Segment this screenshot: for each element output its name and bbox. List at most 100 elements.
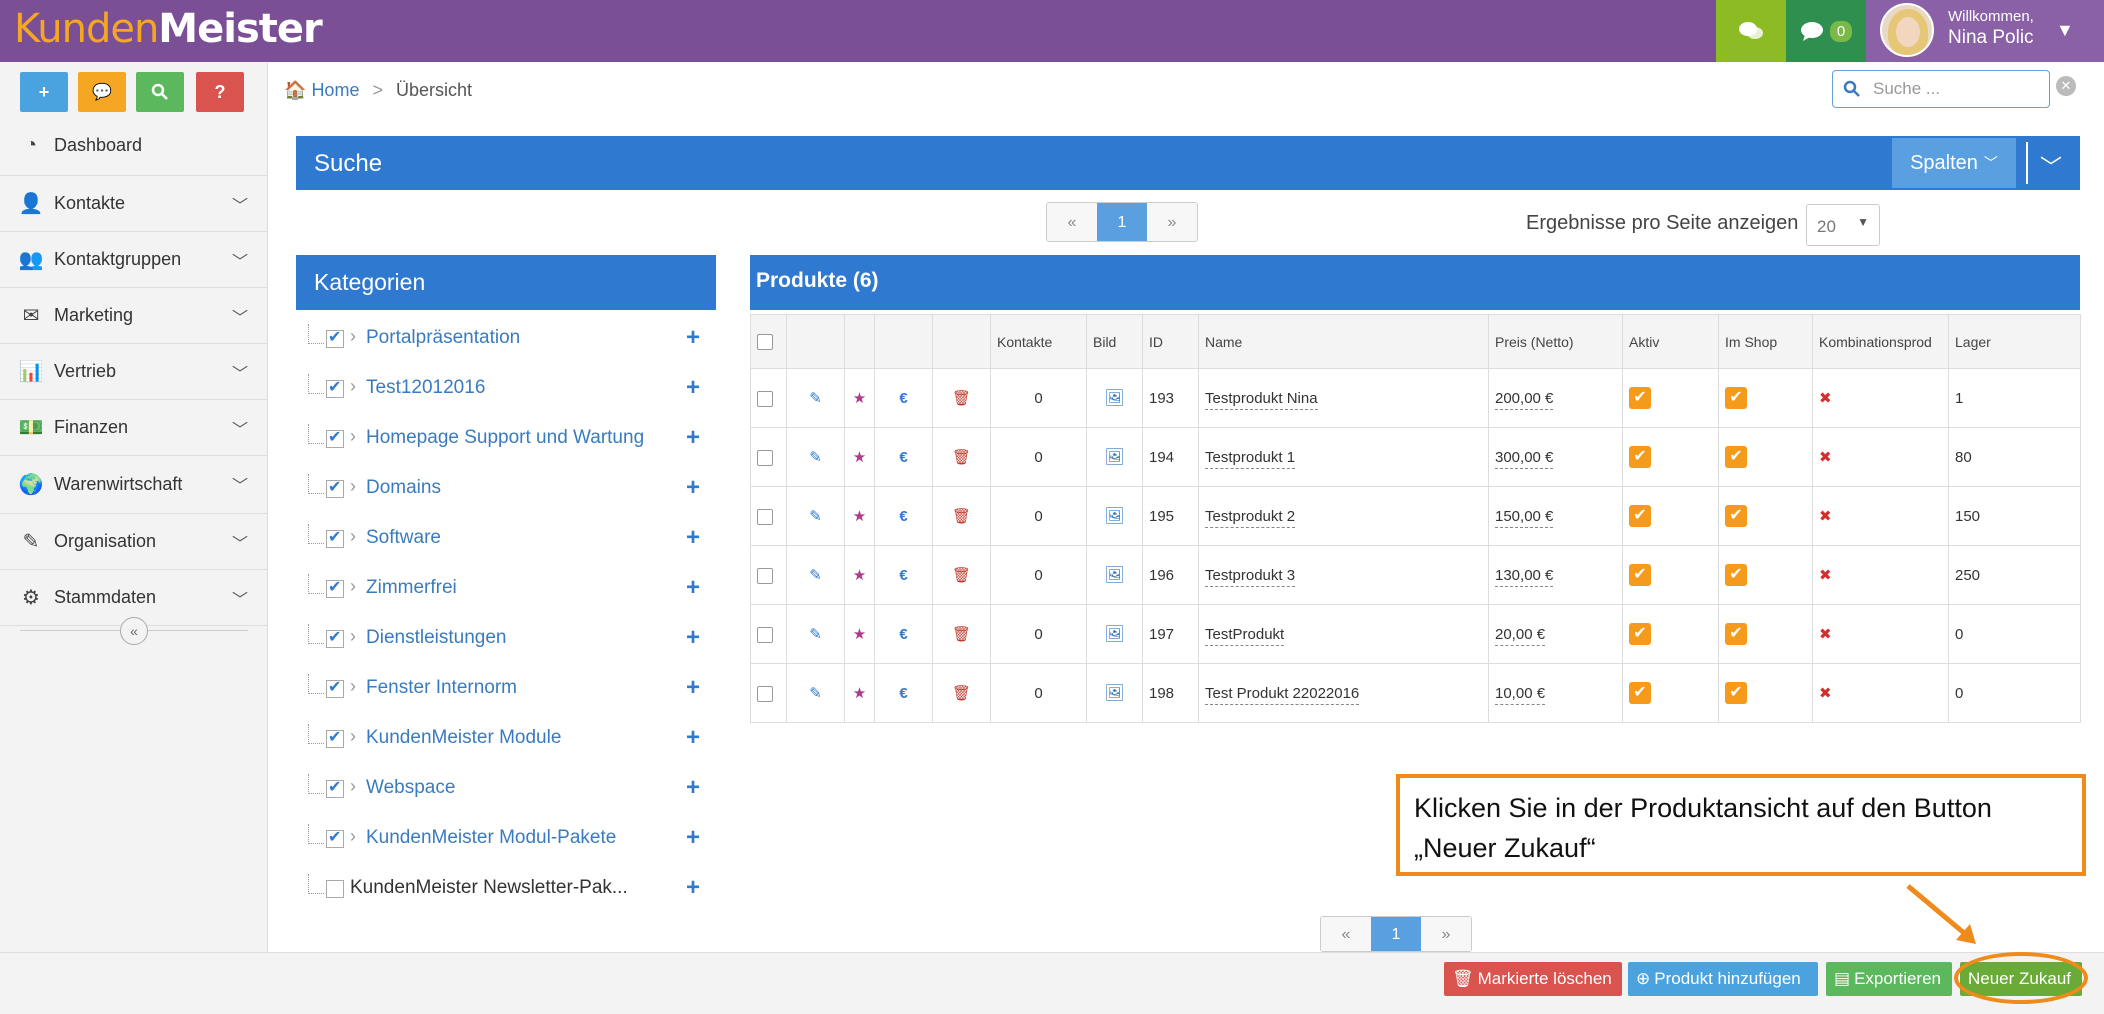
- table-row[interactable]: ✎ ★ € 🗑 0 🖼 197 TestProdukt 20,00 € ✔ ✔ ✖ 0: [750, 604, 2081, 664]
- pagination-prev[interactable]: «: [1047, 203, 1097, 241]
- add-subcategory-icon[interactable]: +: [686, 424, 701, 451]
- euro-icon[interactable]: €: [899, 625, 908, 643]
- euro-icon[interactable]: €: [899, 389, 908, 407]
- category-item[interactable]: › Fenster Internorm +: [300, 668, 714, 716]
- category-item[interactable]: › Test12012016 +: [300, 368, 714, 416]
- collapse-sidebar-button[interactable]: «: [120, 617, 148, 645]
- user-menu[interactable]: Willkommen, Nina Polic ▼: [1866, 0, 2104, 62]
- quick-search-button[interactable]: [136, 72, 184, 112]
- category-checkbox[interactable]: [326, 677, 344, 698]
- table-row[interactable]: ✎ ★ € 🗑 0 🖼 193 Testprodukt Nina 200,00 € ✔ ✔ ✖ 1: [750, 368, 2081, 428]
- column-header-name[interactable]: Name: [1198, 314, 1489, 369]
- check-icon[interactable]: ✔: [1629, 446, 1651, 468]
- column-header-id[interactable]: ID: [1142, 314, 1199, 369]
- quick-add-button[interactable]: +: [20, 72, 68, 112]
- category-checkbox[interactable]: [326, 427, 344, 448]
- euro-icon[interactable]: €: [899, 507, 908, 525]
- sidebar-item-kontakte[interactable]: 👤 Kontakte ﹀: [0, 176, 268, 232]
- row-checkbox[interactable]: [757, 390, 773, 407]
- sidebar-item-organisation[interactable]: ✎ Organisation ﹀: [0, 514, 268, 570]
- quick-chat-button[interactable]: 💬: [78, 72, 126, 112]
- euro-icon[interactable]: €: [899, 448, 908, 466]
- check-icon[interactable]: ✔: [1629, 623, 1651, 645]
- category-checkbox[interactable]: [326, 727, 344, 748]
- star-icon[interactable]: ★: [852, 567, 867, 584]
- category-label[interactable]: Webspace: [366, 777, 456, 798]
- add-subcategory-icon[interactable]: +: [686, 324, 701, 351]
- sidebar-item-finanzen[interactable]: 💵 Finanzen ﹀: [0, 400, 268, 456]
- category-checkbox[interactable]: [326, 827, 344, 848]
- sidebar-item-warenwirtschaft[interactable]: 🌍 Warenwirtschaft ﹀: [0, 456, 268, 514]
- category-label[interactable]: KundenMeister Modul-Pakete: [366, 827, 617, 848]
- export-button[interactable]: ▤ Exportieren: [1826, 962, 1952, 996]
- clear-search-button[interactable]: ✕: [2056, 76, 2076, 96]
- column-header-im-shop[interactable]: Im Shop: [1718, 314, 1813, 369]
- add-subcategory-icon[interactable]: +: [686, 674, 701, 701]
- product-price[interactable]: 130,00 €: [1495, 566, 1554, 587]
- category-label[interactable]: Fenster Internorm: [366, 677, 517, 698]
- add-subcategory-icon[interactable]: +: [686, 724, 701, 751]
- search-input[interactable]: Suche ...: [1832, 70, 2050, 108]
- pagination-page-1[interactable]: 1: [1097, 203, 1147, 241]
- quick-help-button[interactable]: ?: [196, 72, 244, 112]
- pencil-icon[interactable]: ✎: [809, 567, 822, 584]
- check-icon[interactable]: ✔: [1629, 387, 1651, 409]
- product-price[interactable]: 300,00 €: [1495, 448, 1554, 469]
- column-header-preis[interactable]: Preis (Netto): [1488, 314, 1623, 369]
- column-header-kontakte[interactable]: Kontakte: [990, 314, 1087, 369]
- pagination-page-1[interactable]: 1: [1371, 917, 1421, 951]
- image-icon[interactable]: 🖼: [1104, 390, 1125, 407]
- add-subcategory-icon[interactable]: +: [686, 474, 701, 501]
- expand-panel-button[interactable]: ﹀: [2040, 150, 2062, 182]
- product-price[interactable]: 150,00 €: [1495, 507, 1554, 528]
- category-item[interactable]: › KundenMeister Module +: [300, 718, 714, 766]
- pagination-next[interactable]: »: [1147, 203, 1197, 241]
- pencil-icon[interactable]: ✎: [809, 390, 822, 407]
- check-icon[interactable]: ✔: [1629, 682, 1651, 704]
- category-item[interactable]: › Webspace +: [300, 768, 714, 816]
- check-icon[interactable]: ✔: [1725, 564, 1747, 586]
- category-item[interactable]: › Software +: [300, 518, 714, 566]
- sidebar-item-kontaktgruppen[interactable]: 👥 Kontaktgruppen ﹀: [0, 232, 268, 288]
- category-item[interactable]: › Portalpräsentation +: [300, 318, 714, 366]
- category-checkbox[interactable]: [326, 527, 344, 548]
- category-label[interactable]: Software: [366, 527, 441, 548]
- trash-icon[interactable]: 🗑: [951, 508, 972, 525]
- column-header-kombinationsprod[interactable]: Kombinationsprod: [1812, 314, 1949, 369]
- star-icon[interactable]: ★: [852, 390, 867, 407]
- add-subcategory-icon[interactable]: +: [686, 824, 701, 851]
- row-checkbox[interactable]: [757, 449, 773, 466]
- chat-button[interactable]: [1716, 0, 1786, 62]
- category-checkbox[interactable]: [326, 577, 344, 598]
- category-label[interactable]: KundenMeister Newsletter-Pak...: [350, 877, 628, 898]
- sidebar-item-marketing[interactable]: ✉ Marketing ﹀: [0, 288, 268, 344]
- breadcrumb-home-link[interactable]: Home: [311, 80, 360, 100]
- category-checkbox[interactable]: [326, 327, 344, 348]
- check-icon[interactable]: ✔: [1725, 682, 1747, 704]
- pencil-icon[interactable]: ✎: [809, 685, 822, 702]
- row-checkbox[interactable]: [757, 626, 773, 643]
- row-checkbox[interactable]: [757, 508, 773, 525]
- image-icon[interactable]: 🖼: [1104, 508, 1125, 525]
- category-item[interactable]: › Dienstleistungen +: [300, 618, 714, 666]
- product-name[interactable]: Testprodukt 1: [1205, 448, 1296, 469]
- trash-icon[interactable]: 🗑: [951, 567, 972, 584]
- add-subcategory-icon[interactable]: +: [686, 524, 701, 551]
- add-subcategory-icon[interactable]: +: [686, 624, 701, 651]
- column-header-lager[interactable]: Lager: [1948, 314, 2081, 369]
- add-product-button[interactable]: ⊕ Produkt hinzufügen: [1628, 962, 1818, 996]
- product-price[interactable]: 200,00 €: [1495, 389, 1554, 410]
- delete-selected-button[interactable]: 🗑 Markierte löschen: [1444, 962, 1622, 996]
- pencil-icon[interactable]: ✎: [809, 449, 822, 466]
- trash-icon[interactable]: 🗑: [951, 390, 972, 407]
- sidebar-item-vertrieb[interactable]: 📊 Vertrieb ﹀: [0, 344, 268, 400]
- product-name[interactable]: Testprodukt Nina: [1205, 389, 1318, 410]
- category-item[interactable]: › Homepage Support und Wartung +: [300, 418, 714, 466]
- pagination-next[interactable]: »: [1421, 917, 1471, 951]
- add-subcategory-icon[interactable]: +: [686, 374, 701, 401]
- image-icon[interactable]: 🖼: [1104, 449, 1125, 466]
- product-price[interactable]: 20,00 €: [1495, 625, 1546, 646]
- table-row[interactable]: ✎ ★ € 🗑 0 🖼 198 Test Produkt 22022016 10,00 € ✔ ✔ ✖…: [750, 663, 2081, 723]
- category-label[interactable]: Portalpräsentation: [366, 327, 521, 348]
- check-icon[interactable]: ✔: [1725, 505, 1747, 527]
